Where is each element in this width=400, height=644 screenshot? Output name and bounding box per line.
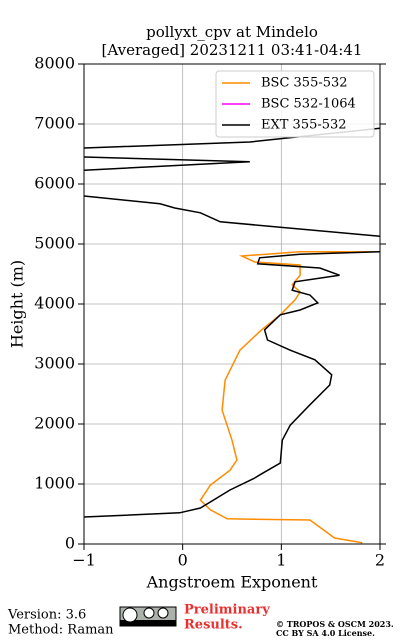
x-axis-label: Angstroem Exponent [146,573,318,592]
chart-title: pollyxt_cpv at Mindelo [146,23,318,41]
y-tick-label: 0 [65,534,75,553]
copyright: © TROPOS & OSCM 2023. [276,619,394,629]
y-tick-label: 8000 [34,54,75,73]
y-tick-label: 6000 [34,174,75,193]
series-line [199,251,380,544]
legend-label: BSC 355-532 [261,76,348,91]
plot-frame [83,63,381,545]
chart-subtitle: [Averaged] 20231211 03:41-04:41 [102,41,363,59]
legend-box [215,70,375,138]
y-tick-label: 2000 [34,414,75,433]
results: Results. [184,618,243,633]
series-line [84,127,380,518]
y-tick-label: 3000 [34,354,75,373]
y-tick-label: 7000 [34,114,75,133]
license: CC BY SA 4.0 License. [276,628,375,638]
legend-label: BSC 532-1064 [261,97,356,112]
y-axis-label: Height (m) [8,260,27,348]
version: Version: 3.6 [7,608,86,623]
y-tick-label: 1000 [34,474,75,493]
y-tick-label: 5000 [34,234,75,253]
x-tick-label: 2 [375,551,385,570]
legend-label: EXT 355-532 [261,118,347,133]
cc-badge [119,606,177,627]
x-tick-label: −1 [72,551,96,570]
method: Method: Raman [8,623,114,638]
y-tick-label: 4000 [34,294,75,313]
x-tick-label: 0 [178,551,188,570]
preliminary: Preliminary [184,603,270,618]
x-tick-label: 1 [276,551,286,570]
